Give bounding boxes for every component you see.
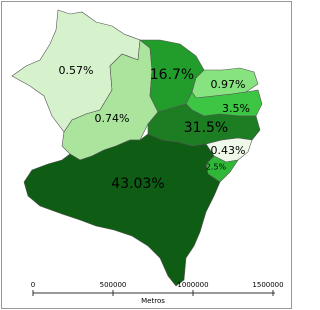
region-label: 31.5%: [184, 120, 228, 136]
region-ba: [23, 133, 221, 287]
scale-label: 1000000: [177, 281, 208, 289]
map: 0.57% 0.74% 16.7% 0.97% 3.5% 31.5% 0.43%…: [1, 1, 292, 309]
region-label: 2.5%: [206, 163, 227, 172]
scale-label: 1500000: [252, 281, 283, 289]
region-label: 16.7%: [150, 67, 194, 83]
region-label: 0.57%: [59, 64, 94, 77]
region-label: 43.03%: [111, 176, 164, 192]
scale-bar: 0 500000 1000000 1500000 Metros: [31, 281, 284, 305]
scale-unit: Metros: [141, 297, 165, 305]
region-label: 3.5%: [222, 102, 250, 115]
scale-label: 0: [31, 281, 35, 289]
region-label: 0.74%: [95, 112, 130, 125]
region-label: 0.97%: [211, 78, 246, 91]
scale-label: 500000: [100, 281, 127, 289]
region-label: 0.43%: [211, 144, 246, 157]
